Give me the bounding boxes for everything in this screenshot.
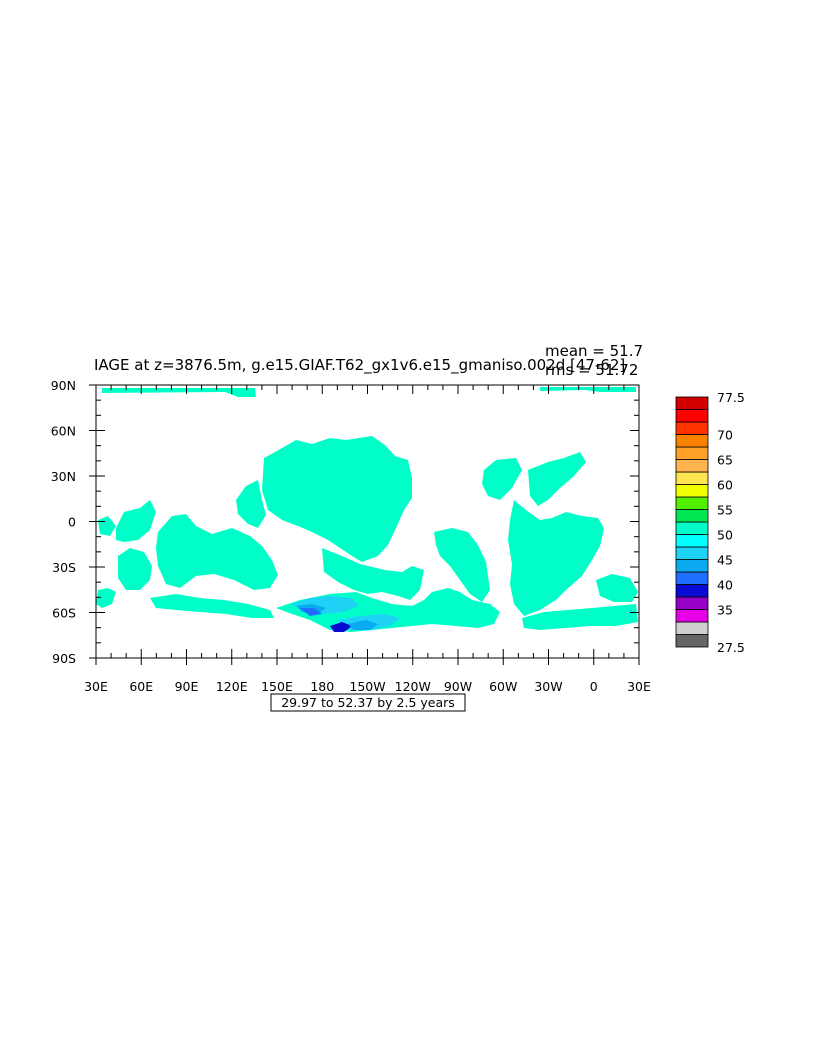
colorbar-label: 35: [717, 603, 733, 618]
colorbar-label: 55: [717, 503, 733, 518]
field-region-indian-central: [156, 514, 278, 590]
y-tick-label: 30S: [52, 560, 76, 575]
colorbar-segment: [675, 421, 709, 435]
colorbar-segment: [675, 596, 709, 610]
x-tick-label: 60W: [489, 679, 517, 694]
x-tick-label: 180: [310, 679, 334, 694]
colorbar-segment: [675, 434, 709, 448]
colorbar: 27.5 35 40 45 50 55 60 65 70 77.5: [675, 390, 745, 655]
y-tick-label: 90N: [51, 378, 76, 393]
y-axis-ticks: 90N 60N 30N 0 30S 60S 90S: [51, 378, 639, 666]
mean-label: mean = 51.7: [545, 342, 643, 360]
lowest-value-region-ross: [300, 608, 322, 616]
y-tick-label: 30N: [51, 469, 76, 484]
lowest-value-region-amundsen: [330, 622, 352, 632]
colorbar-segment: [675, 521, 709, 535]
x-tick-label: 60E: [129, 679, 153, 694]
colorbar-segment: [675, 484, 709, 498]
field-region-atlantic-subpolar: [528, 452, 586, 506]
colorbar-segment: [675, 396, 709, 410]
colorbar-segment: [675, 534, 709, 548]
field-region-indian-west: [118, 548, 152, 590]
colorbar-segment: [675, 584, 709, 598]
colorbar-segment: [675, 446, 709, 460]
x-tick-label: 120W: [395, 679, 431, 694]
field-region-pacific-west: [236, 480, 266, 528]
x-tick-label: 0: [590, 679, 598, 694]
field-region-pacific-central: [262, 436, 412, 562]
x-tick-label: 90W: [444, 679, 472, 694]
field-region-southern-indian: [150, 594, 274, 618]
field-region-arctic-west: [102, 388, 256, 397]
colorbar-label: 40: [717, 578, 733, 593]
x-tick-label: 150E: [261, 679, 293, 694]
x-tick-label: 150W: [349, 679, 385, 694]
y-tick-label: 0: [68, 515, 76, 530]
x-tick-label: 30W: [534, 679, 562, 694]
colorbar-segment: [675, 459, 709, 473]
field-region-pacific-south: [322, 548, 424, 600]
field-region-indian-north: [116, 500, 156, 542]
colorbar-label: 70: [717, 428, 733, 443]
colorbar-label: 50: [717, 528, 733, 543]
low-value-region-bellingshausen: [348, 620, 378, 630]
colorbar-segment: [675, 621, 709, 635]
field-region-pacific-east: [434, 528, 490, 602]
colorbar-segment: [675, 634, 709, 648]
x-tick-label: 30E: [627, 679, 651, 694]
colorbar-segment: [675, 471, 709, 485]
field-region-atlantic-north: [482, 458, 522, 500]
colorbar-label: 77.5: [717, 390, 745, 405]
field-region-southern-west: [96, 588, 116, 608]
x-tick-label: 120E: [216, 679, 248, 694]
chart-title: IAGE at z=3876.5m, g.e15.GIAF.T62_gx1v6.…: [94, 356, 625, 375]
colorbar-segment: [675, 559, 709, 573]
colorbar-segment: [675, 509, 709, 523]
colorbar-label: 60: [717, 478, 733, 493]
colorbar-label: 27.5: [717, 640, 745, 655]
y-tick-label: 60S: [52, 606, 76, 621]
y-tick-label: 90S: [52, 651, 76, 666]
field-region-atlantic-east: [596, 574, 638, 602]
map-area: 30E 60E 90E 120E 150E 180 150W 120W 90W 60W 30W 0 30…: [51, 378, 651, 694]
rms-label: rms = 51.72: [545, 361, 638, 379]
colorbar-segment: [675, 496, 709, 510]
x-tick-label: 30E: [84, 679, 108, 694]
y-tick-label: 60N: [51, 424, 76, 439]
x-axis-ticks: 30E 60E 90E 120E 150E 180 150W 120W 90W 60W 30W 0 30…: [84, 385, 651, 694]
field-region-atlantic-central: [508, 500, 604, 616]
colorbar-segment: [675, 571, 709, 585]
colorbar-segment: [675, 409, 709, 423]
time-range-label: 29.97 to 52.37 by 2.5 years: [281, 695, 455, 710]
colorbar-label: 45: [717, 553, 733, 568]
colorbar-segment: [675, 546, 709, 560]
field-region-atlantic-south: [522, 604, 638, 630]
x-tick-label: 90E: [175, 679, 199, 694]
time-range-box: [270, 693, 466, 712]
colorbar-label: 65: [717, 453, 733, 468]
colorbar-segment: [675, 609, 709, 623]
